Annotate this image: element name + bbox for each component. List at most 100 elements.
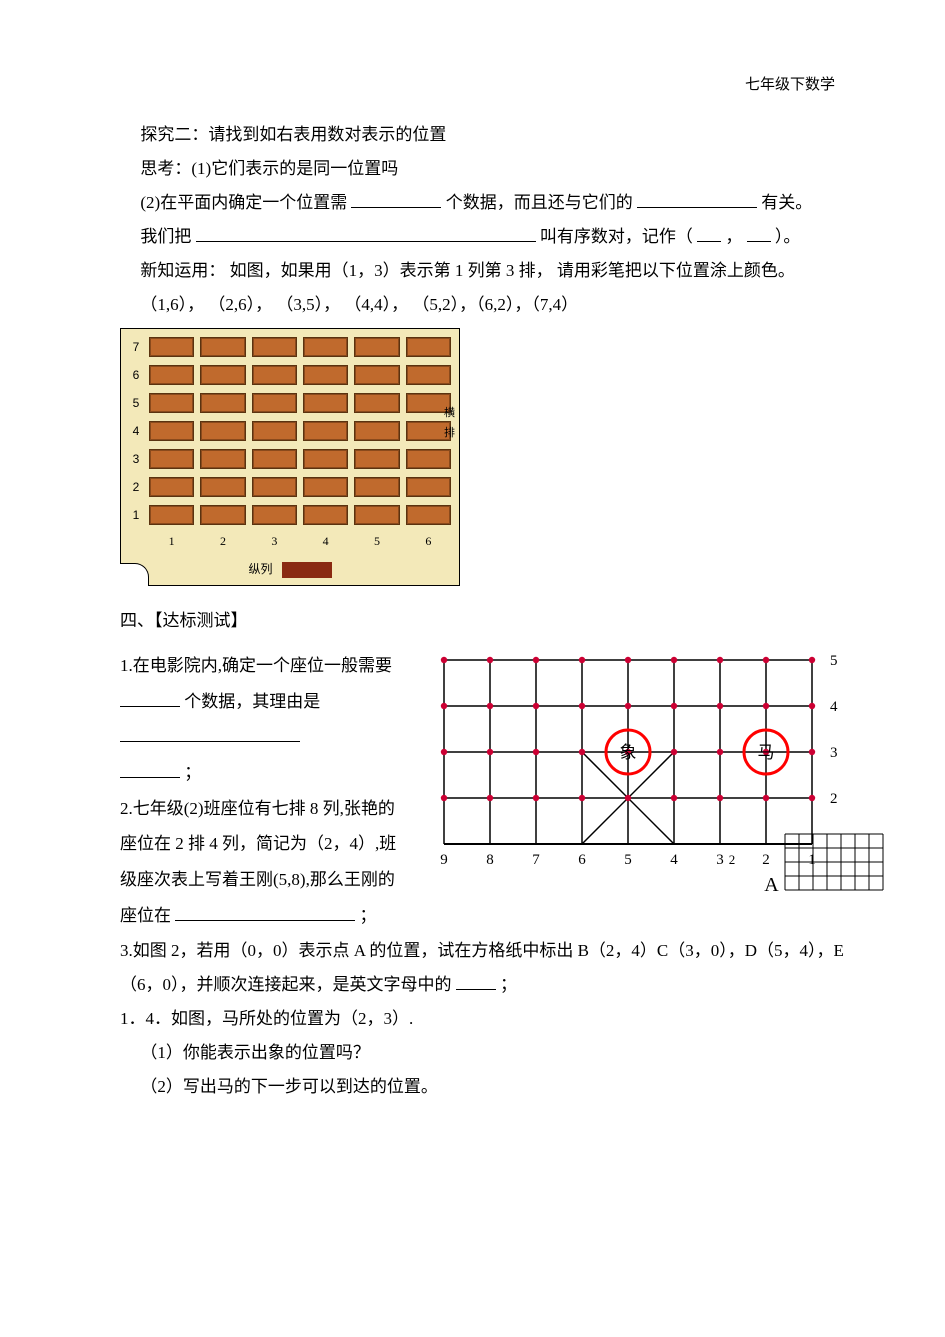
seating-chart: 7654321 123456 横 排 纵列 [120, 328, 460, 586]
seat-cell [354, 505, 399, 525]
left-column: 1.在电影院内,确定一个座位一般需要 个数据，其理由是 ； 2.七年级(2)班座… [120, 648, 400, 934]
blank-field[interactable] [747, 224, 771, 242]
right-column: 9876543215432象马2 A [414, 648, 844, 893]
svg-text:2: 2 [830, 791, 838, 807]
lower-section: 1.在电影院内,确定一个座位一般需要 个数据，其理由是 ； 2.七年级(2)班座… [120, 648, 845, 934]
seat-cell [303, 365, 348, 385]
svg-text:8: 8 [487, 852, 495, 868]
seat-cell [354, 393, 399, 413]
q1-text: 1.在电影院内,确定一个座位一般需要 [120, 656, 392, 675]
q4-line: （1）你能表示出象的位置吗？ [120, 1036, 845, 1070]
text-line: 我们把 叫有序数对，记作（ ， ）。 [120, 220, 845, 254]
seat-cell [149, 393, 194, 413]
seat-cell [252, 505, 297, 525]
seat-cell [354, 421, 399, 441]
row-label: 7 [129, 341, 143, 353]
seat-cell [149, 449, 194, 469]
seat-cell [354, 337, 399, 357]
col-label: 3 [252, 529, 297, 553]
seat-cell [149, 421, 194, 441]
q1-text: ； [184, 763, 201, 782]
seat-cell [252, 449, 297, 469]
page-header: 七年级下数学 [745, 70, 835, 100]
text-fragment: ）。 [775, 227, 801, 246]
text-line: 探究二：请找到如右表用数对表示的位置 [120, 118, 845, 152]
blank-field[interactable] [637, 190, 757, 208]
text-fragment: 叫有序数对，记作（ [540, 227, 693, 246]
row-label: 2 [129, 481, 143, 493]
blank-field[interactable] [120, 689, 180, 707]
col-label: 2 [200, 529, 245, 553]
seat-cell [200, 393, 245, 413]
seating-podium-row: 纵列 [129, 557, 451, 581]
seat-cell [303, 477, 348, 497]
seat-cell [406, 477, 451, 497]
small-grid-label: A [764, 865, 778, 905]
small-grid-figure: A [784, 833, 884, 903]
seat-cell [303, 337, 348, 357]
col-label: 1 [149, 529, 194, 553]
seat-cell [303, 505, 348, 525]
seat-cell [149, 365, 194, 385]
seat-cell [200, 421, 245, 441]
seating-side-label: 排 [444, 427, 455, 439]
q4-line: （2）写出马的下一步可以到达的位置。 [120, 1070, 845, 1104]
seat-cell [406, 365, 451, 385]
svg-text:9: 9 [441, 852, 449, 868]
text-line: (2)在平面内确定一个位置需 个数据，而且还与它们的 有关。 [120, 186, 845, 220]
seat-cell [252, 365, 297, 385]
seating-bottom-label: 纵列 [248, 562, 272, 576]
seat-cell [354, 477, 399, 497]
seat-cell [406, 505, 451, 525]
seat-cell [252, 337, 297, 357]
seating-col-labels: 123456 [129, 529, 451, 553]
svg-text:象: 象 [620, 743, 637, 762]
row-label: 4 [129, 425, 143, 437]
small-grid [784, 833, 884, 891]
blank-field[interactable] [175, 903, 355, 921]
blank-field[interactable] [697, 224, 721, 242]
seat-cell [200, 505, 245, 525]
col-label: 6 [406, 529, 451, 553]
blank-field[interactable] [456, 972, 496, 990]
page: 七年级下数学 探究二：请找到如右表用数对表示的位置 思考：(1)它们表示的是同一… [0, 0, 945, 1164]
blank-field[interactable] [120, 724, 300, 742]
seat-cell [200, 365, 245, 385]
col-label: 4 [303, 529, 348, 553]
blank-field[interactable] [196, 224, 536, 242]
row-label: 3 [129, 453, 143, 465]
seating-bg: 7654321 123456 横 排 纵列 [120, 328, 460, 586]
seat-cell [406, 337, 451, 357]
seating-podium [282, 562, 332, 578]
seat-cell [303, 421, 348, 441]
seat-cell [303, 393, 348, 413]
blank-field[interactable] [120, 760, 180, 778]
q1-text: 个数据，其理由是 [184, 692, 320, 711]
svg-text:4: 4 [671, 852, 679, 868]
text-fragment: 我们把 [140, 227, 191, 246]
seat-cell [354, 449, 399, 469]
section-title: 四、【达标测试】 [120, 604, 845, 638]
seat-cell [354, 365, 399, 385]
row-label: 1 [129, 509, 143, 521]
svg-text:5: 5 [625, 852, 633, 868]
seat-cell [200, 337, 245, 357]
seat-cell [200, 449, 245, 469]
seat-cell [252, 477, 297, 497]
q2-text: ； [360, 906, 377, 925]
blank-field[interactable] [351, 190, 441, 208]
seating-grid: 7654321 [129, 335, 451, 527]
q3-text: 3.如图 2，若用（0，0）表示点 A 的位置，试在方格纸中标出 B（2，4）C… [120, 934, 845, 1002]
svg-text:5: 5 [830, 653, 838, 669]
coords-list: （1,6）， （2,6）， （3,5）， （4,4）， （5,2），（6,2），… [120, 288, 845, 322]
text-fragment: (2)在平面内确定一个位置需 [140, 193, 347, 212]
seating-notch [120, 563, 149, 586]
seat-cell [252, 421, 297, 441]
seat-cell [149, 477, 194, 497]
text-fragment: ， [725, 227, 742, 246]
seat-cell [252, 393, 297, 413]
seat-cell [149, 505, 194, 525]
col-label: 5 [354, 529, 399, 553]
chess-board: 9876543215432象马2 [414, 648, 844, 893]
text-line: 思考：(1)它们表示的是同一位置吗 [120, 152, 845, 186]
